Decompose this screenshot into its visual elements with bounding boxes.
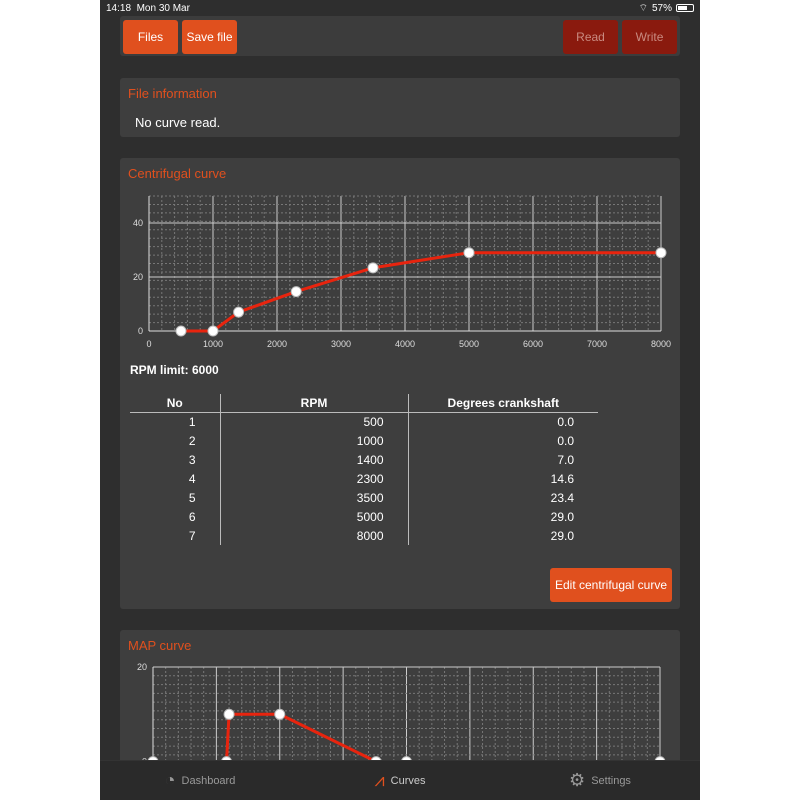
wifi-icon: ⌔ bbox=[638, 2, 648, 14]
curve-point bbox=[207, 325, 219, 337]
table-row: 1 500 0.0 bbox=[130, 412, 598, 431]
table-cell: 7 bbox=[188, 528, 196, 543]
table-cell: 1000 bbox=[219, 431, 408, 450]
table-row: 6 5000 29.0 bbox=[130, 507, 598, 526]
app-screen: 14:18 Mon 30 Mar ⌔ 57% Files Save file Re… bbox=[100, 0, 700, 800]
status-bar: 14:18 Mon 30 Mar ⌔ 57% bbox=[100, 0, 700, 16]
table-cell: 14.6 bbox=[407, 469, 598, 488]
x-tick-label: 1000 bbox=[203, 339, 223, 349]
gear-icon: ⚙ bbox=[569, 770, 586, 790]
date: Mon 30 Mar bbox=[136, 2, 190, 14]
table-cell: 500 bbox=[219, 412, 408, 431]
curves-icon: ⩘ bbox=[374, 770, 385, 790]
tab-label: Curves bbox=[390, 774, 426, 787]
col-rpm: RPM bbox=[219, 394, 408, 413]
table-cell: 8000 bbox=[219, 526, 408, 545]
edit-centrifugal-curve-button[interactable]: Edit centrifugal curve bbox=[550, 568, 672, 602]
table-cell: 1400 bbox=[219, 450, 408, 469]
table-cell: 0.0 bbox=[407, 412, 598, 431]
card-title: Centrifugal curve bbox=[128, 166, 227, 181]
table-row: 3 1400 7.0 bbox=[130, 450, 598, 469]
x-tick-label: 3000 bbox=[331, 339, 351, 349]
y-tick-label: 0 bbox=[138, 326, 143, 336]
table-cell: 3 bbox=[188, 452, 196, 467]
x-tick-label: 6000 bbox=[523, 339, 543, 349]
col-degrees: Degrees crankshaft bbox=[407, 394, 598, 413]
x-tick-label: 8000 bbox=[651, 339, 671, 349]
table-row: 2 1000 0.0 bbox=[130, 431, 598, 450]
read-button[interactable]: Read bbox=[563, 20, 618, 54]
tab-settings[interactable]: ⚙ Settings bbox=[500, 761, 700, 800]
col-no: No bbox=[130, 394, 220, 413]
curve-table: No RPM Degrees crankshaft 1 500 0.0 2 1000 0.0 3… bbox=[130, 394, 598, 545]
table-cell: 5 bbox=[188, 490, 196, 505]
table-cell: 5000 bbox=[219, 507, 408, 526]
centrifugal-chart[interactable]: 0 20 40 0 1000 2000 3000 4000 5000 6000 7000 8000 bbox=[120, 188, 680, 388]
tab-label: Dashboard bbox=[181, 774, 236, 787]
centrifugal-curve-card: Centrifugal curve 0 20 40 0 1000 2000 3000 4000… bbox=[120, 158, 680, 609]
table-cell: 29.0 bbox=[407, 526, 598, 545]
curve-point bbox=[223, 708, 235, 720]
curve-point bbox=[233, 306, 245, 318]
x-tick-label: 2000 bbox=[267, 339, 287, 349]
x-tick-label: 7000 bbox=[587, 339, 607, 349]
file-status: No curve read. bbox=[135, 115, 221, 130]
x-tick-label: 5000 bbox=[459, 339, 479, 349]
y-tick-label: 20 bbox=[133, 272, 143, 282]
y-tick-label: 40 bbox=[133, 218, 143, 228]
card-title: File information bbox=[128, 86, 217, 101]
curve-line bbox=[181, 251, 661, 333]
curve-point bbox=[463, 247, 475, 259]
table-cell: 7.0 bbox=[407, 450, 598, 469]
tab-curves[interactable]: ⩘ Curves bbox=[300, 761, 500, 800]
write-button[interactable]: Write bbox=[622, 20, 677, 54]
rpm-limit: RPM limit: 6000 bbox=[130, 363, 219, 377]
battery-percent: 57% bbox=[651, 2, 672, 14]
curve-point bbox=[290, 286, 302, 298]
table-row: 7 8000 29.0 bbox=[130, 526, 598, 545]
x-tick-label: 4000 bbox=[395, 339, 415, 349]
toolbar: Files Save file Read Write bbox=[120, 16, 680, 56]
y-tick-label: 20 bbox=[137, 662, 147, 672]
table-row: 4 2300 14.6 bbox=[130, 469, 598, 488]
curve-point bbox=[274, 708, 286, 720]
x-tick-label: 0 bbox=[146, 339, 151, 349]
table-cell: 1 bbox=[188, 414, 196, 429]
battery-icon bbox=[676, 4, 694, 12]
table-cell: 23.4 bbox=[407, 488, 598, 507]
time: 14:18 bbox=[106, 2, 132, 14]
table-cell: 2300 bbox=[219, 469, 408, 488]
table-cell: 29.0 bbox=[407, 507, 598, 526]
table-cell: 3500 bbox=[219, 488, 408, 507]
curve-point bbox=[367, 262, 379, 274]
file-information-card: File information No curve read. bbox=[120, 78, 680, 137]
table-cell: 2 bbox=[188, 433, 196, 448]
files-button[interactable]: Files bbox=[123, 20, 178, 54]
curve-point bbox=[175, 325, 187, 337]
card-title: MAP curve bbox=[128, 638, 192, 653]
tab-label: Settings bbox=[591, 774, 631, 787]
tab-bar: ◔ Dashboard ⩘ Curves ⚙ Settings bbox=[100, 760, 700, 800]
table-row: 5 3500 23.4 bbox=[130, 488, 598, 507]
table-cell: 4 bbox=[188, 471, 196, 486]
gauge-icon: ◔ bbox=[164, 770, 176, 790]
save-file-button[interactable]: Save file bbox=[182, 20, 237, 54]
curve-point bbox=[655, 247, 667, 259]
tab-dashboard[interactable]: ◔ Dashboard bbox=[100, 761, 300, 800]
table-cell: 0.0 bbox=[407, 431, 598, 450]
table-cell: 6 bbox=[188, 509, 196, 524]
